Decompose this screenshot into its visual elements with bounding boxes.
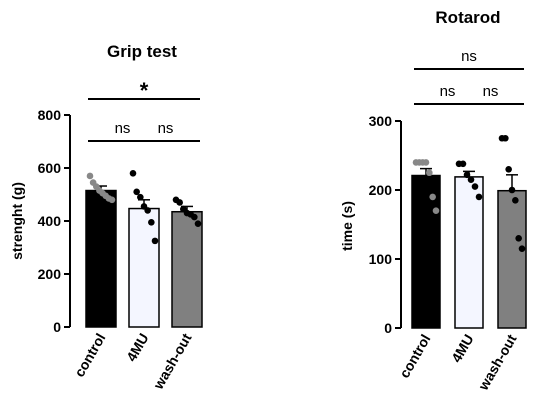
data-point xyxy=(471,183,479,190)
rotarod-chart: Rotarod time (s) 0 100 200 300 control 4MUwas… xyxy=(339,8,527,394)
y-tick-label: 800 xyxy=(38,107,62,123)
data-point xyxy=(108,196,116,204)
data-point xyxy=(467,176,475,183)
significance-label: ns xyxy=(158,120,174,137)
data-point xyxy=(133,188,140,196)
y-axis-label: strenght (g) xyxy=(9,182,25,260)
data-point xyxy=(502,134,509,142)
significance-label: ns xyxy=(483,83,499,100)
y-tick-label: 200 xyxy=(369,182,393,198)
data-point xyxy=(148,219,155,226)
x-tick-label-control: control xyxy=(396,332,434,381)
y-tick-label: 0 xyxy=(53,319,61,335)
y-tick-label: 600 xyxy=(38,160,62,176)
data-point xyxy=(515,235,522,242)
x-tick-label-wash-out: wash-out xyxy=(475,331,520,393)
data-point xyxy=(432,207,440,214)
data-point xyxy=(459,160,467,168)
data-point xyxy=(512,197,519,204)
data-point xyxy=(505,166,512,173)
data-point xyxy=(422,159,430,166)
significance-label: ns xyxy=(440,83,456,100)
bar-wash-out xyxy=(171,210,203,328)
data-point xyxy=(137,193,144,201)
significance-label: * xyxy=(140,78,149,103)
bar-control xyxy=(411,174,441,329)
data-point xyxy=(475,193,483,201)
bar-control xyxy=(85,189,117,328)
data-point xyxy=(426,169,433,177)
chart-title: Rotarod xyxy=(435,8,500,27)
x-tick-label-4MU: 4MU xyxy=(448,332,477,366)
data-point xyxy=(151,237,159,245)
x-tick-label-wash-out: wash-out xyxy=(150,330,195,392)
data-point xyxy=(429,193,436,201)
grip-test-chart: Grip test strenght (g) 0 200 400 600 800 cont… xyxy=(9,42,203,393)
y-tick-label: 100 xyxy=(369,251,393,267)
bar-wash-out xyxy=(497,189,527,329)
data-point xyxy=(86,172,94,180)
data-point xyxy=(144,207,151,214)
y-axis-label: time (s) xyxy=(339,201,355,251)
data-point xyxy=(463,171,471,179)
data-point xyxy=(129,170,137,177)
data-point xyxy=(191,213,198,221)
x-tick-label-control: control xyxy=(71,331,109,380)
data-point xyxy=(508,186,516,194)
significance-label: ns xyxy=(461,48,477,65)
chart-title: Grip test xyxy=(107,42,177,61)
significance-label: ns xyxy=(115,120,131,137)
y-tick-label: 200 xyxy=(38,266,62,282)
data-point xyxy=(194,220,202,227)
bar-4MU xyxy=(128,207,160,328)
y-tick-label: 0 xyxy=(384,320,392,336)
data-point xyxy=(518,245,526,252)
y-tick-label: 300 xyxy=(369,113,393,129)
x-tick-label-4MU: 4MU xyxy=(123,331,152,365)
y-tick-label: 400 xyxy=(38,213,62,229)
bar-4MU xyxy=(454,176,484,329)
data-point xyxy=(176,199,183,206)
